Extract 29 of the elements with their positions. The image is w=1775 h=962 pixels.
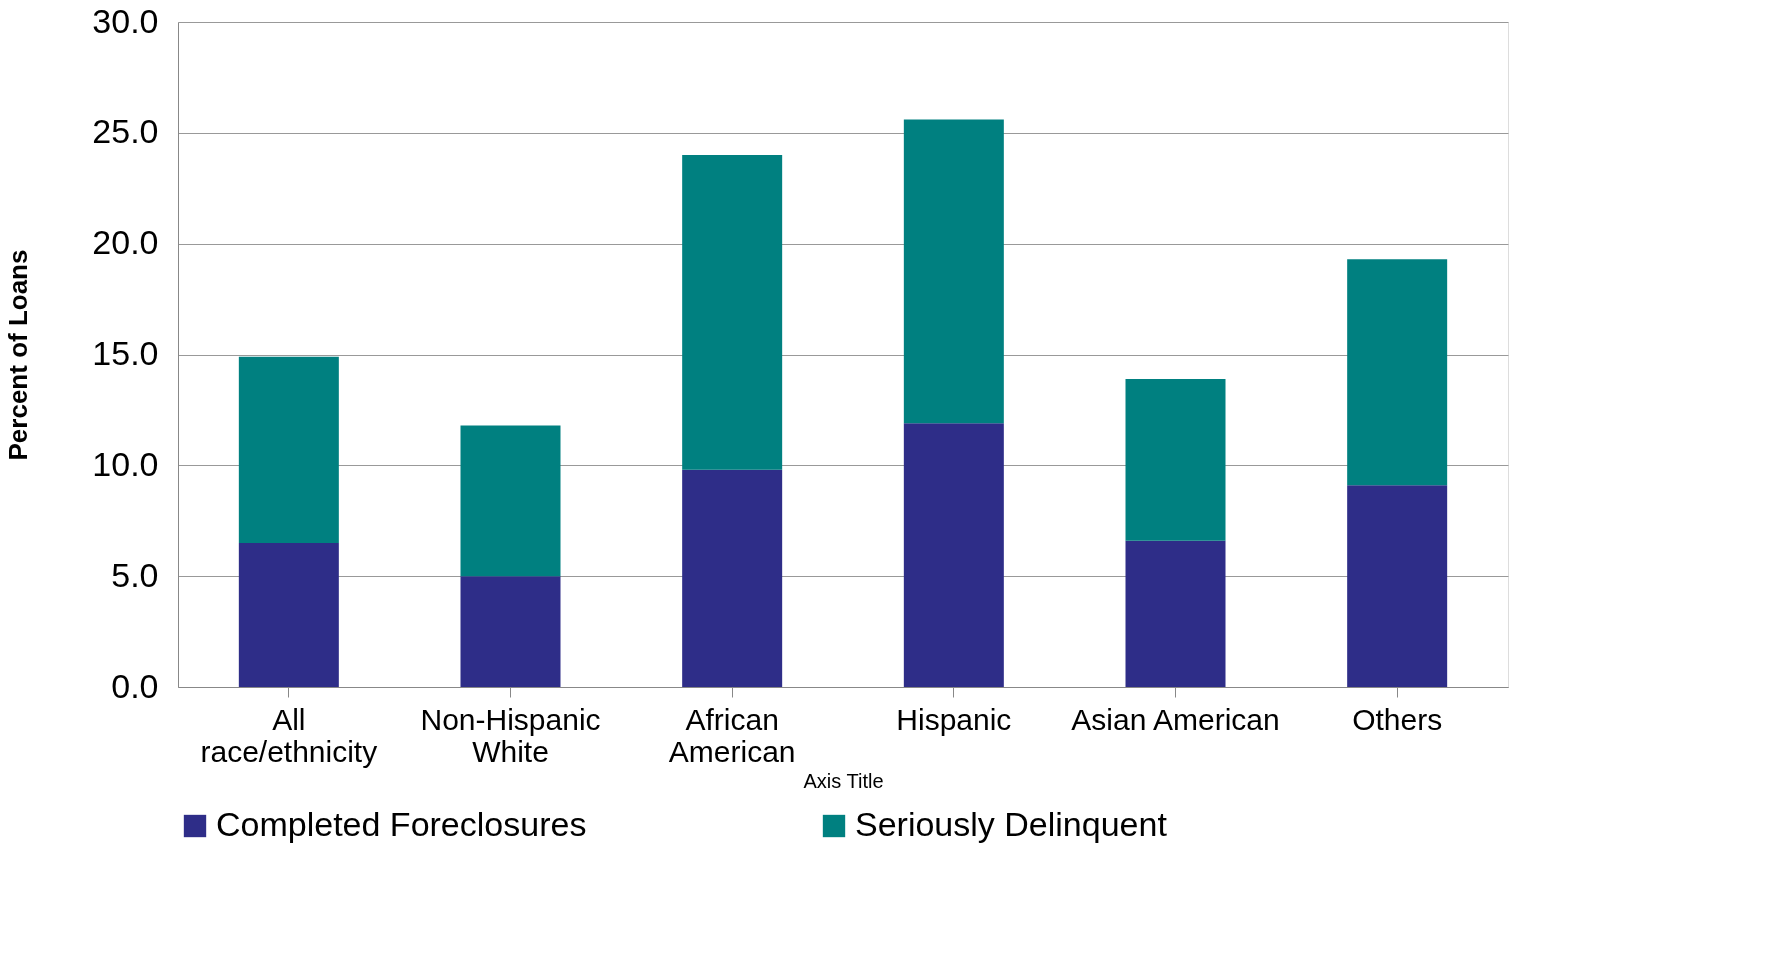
- y-tick-label: 0.0: [111, 666, 159, 705]
- bar: [238, 356, 339, 543]
- y-tick-label: 15.0: [92, 334, 159, 372]
- x-tick-label: All race/ethnicity: [200, 702, 378, 768]
- bar: [460, 425, 561, 577]
- y-tick-label: 20.0: [92, 223, 159, 262]
- bar: [238, 542, 339, 687]
- legend-label: Completed Foreclosures: [216, 805, 587, 843]
- bar: [682, 469, 783, 687]
- legend-label: Seriously Delinquent: [855, 805, 1168, 843]
- x-tick-label: African American: [668, 702, 796, 768]
- bar: [1125, 540, 1226, 687]
- y-axis-title: Percent of Loans: [3, 249, 34, 461]
- x-tick-label: Asian American: [1071, 702, 1280, 736]
- x-axis-title: Axis Title: [803, 769, 884, 792]
- y-tick-label: 25.0: [92, 112, 159, 151]
- x-tick-label: Others: [1352, 702, 1443, 736]
- bar: [460, 576, 561, 687]
- bar: [1347, 259, 1448, 486]
- bar: [682, 155, 783, 470]
- y-tick-label: 5.0: [111, 555, 159, 594]
- y-tick-label: 30.0: [92, 1, 159, 40]
- bar: [1125, 378, 1226, 541]
- y-tick-label: 10.0: [92, 444, 159, 483]
- bar: [903, 119, 1004, 424]
- x-tick-label: Non-Hispanic White: [420, 702, 601, 768]
- bar: [1347, 485, 1448, 687]
- x-tick-label: Hispanic: [896, 702, 1012, 736]
- bar: [903, 423, 1004, 687]
